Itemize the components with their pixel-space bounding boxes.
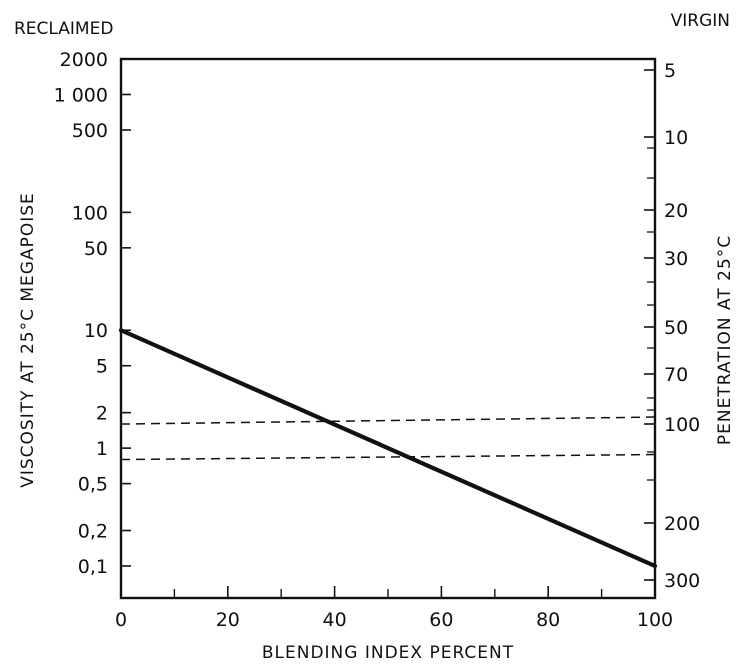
reference-line-dashed: [120, 416, 656, 425]
corner-label-right: VIRGIN: [671, 11, 730, 31]
plot-frame: [119, 57, 657, 600]
y-right-tick-label: 50: [664, 317, 688, 339]
reference-line-dashed: [120, 453, 656, 461]
x-tick-label: 60: [429, 609, 453, 631]
y-right-tick-label: 200: [664, 513, 700, 535]
y-axis-title-right: PENETRATION AT 25°C: [715, 235, 735, 445]
y-left-tick-label: 0,2: [78, 521, 108, 543]
blending-line: [118, 328, 658, 569]
x-tick-label: 20: [216, 609, 240, 631]
x-tick-label: 0: [115, 609, 127, 631]
y-left-tick-label: 100: [72, 202, 108, 224]
y-right-tick-label: 300: [664, 570, 700, 592]
y-left-tick-label: 5: [96, 356, 108, 378]
y-left-tick-label: 0,1: [78, 556, 108, 578]
y-left-tick-label: 2: [96, 403, 108, 425]
y-left-tick-label: 1: [96, 438, 108, 460]
y-left-tick-label: 10: [84, 320, 108, 342]
x-tick-label: 40: [323, 609, 347, 631]
y-right-tick-label: 30: [664, 248, 688, 270]
y-right-tick-label: 100: [664, 414, 700, 436]
x-tick-label: 100: [637, 609, 673, 631]
y-left-tick-label: 0,5: [78, 474, 108, 496]
y-right-tick-label: 5: [664, 60, 676, 82]
corner-label-left: RECLAIMED: [14, 19, 113, 39]
y-axis-title-left: VISCOSITY AT 25°C MEGAPOISE: [18, 192, 38, 488]
y-right-tick-label: 10: [664, 127, 688, 149]
y-right-tick-label: 70: [664, 364, 688, 386]
x-tick-label: 80: [536, 609, 560, 631]
y-left-tick-label: 1 000: [54, 84, 108, 106]
x-axis-title: BLENDING INDEX PERCENT: [262, 643, 514, 663]
y-right-tick-label: 20: [664, 200, 688, 222]
y-left-tick-label: 500: [72, 120, 108, 142]
y-left-tick-label: 2000: [60, 49, 108, 71]
y-left-tick-label: 50: [84, 238, 108, 260]
